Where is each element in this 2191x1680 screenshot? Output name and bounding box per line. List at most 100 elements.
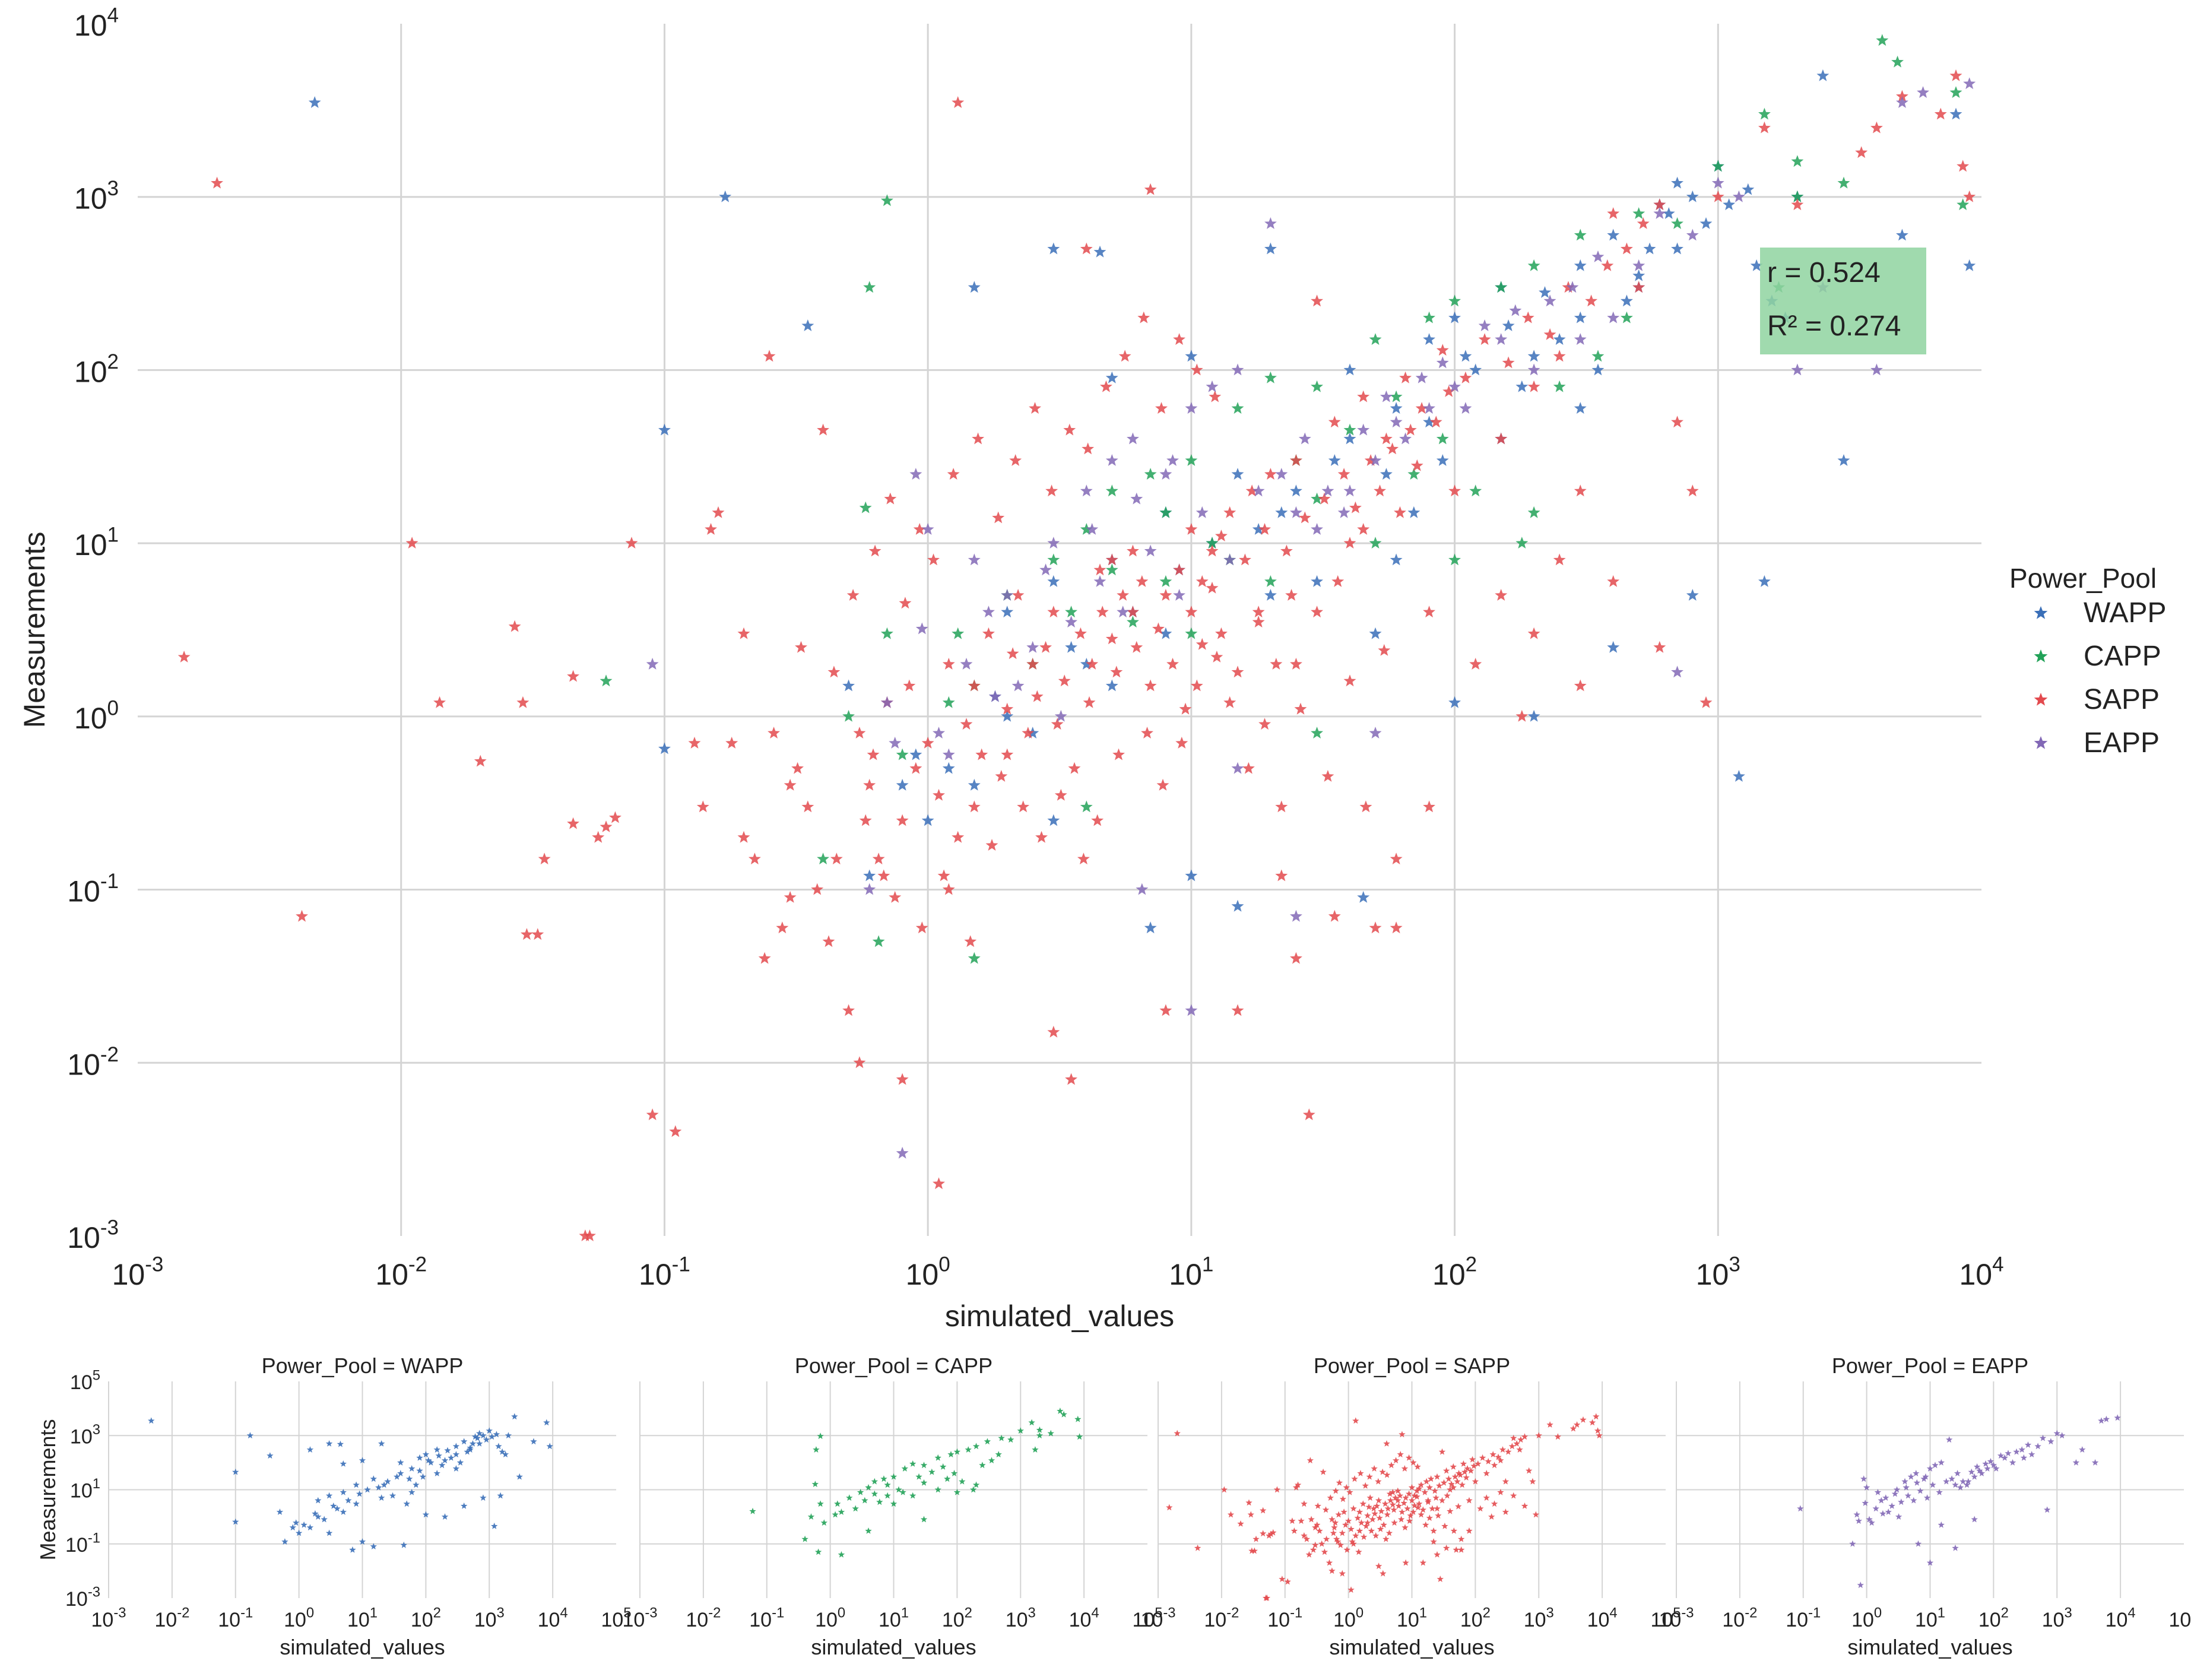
point-sapp	[863, 778, 876, 791]
facet-point	[1497, 1488, 1504, 1495]
point-capp	[1671, 217, 1683, 229]
facet-point	[2024, 1441, 2032, 1448]
point-sapp	[1242, 762, 1255, 774]
point-wapp	[801, 319, 814, 331]
point-capp	[1264, 371, 1277, 383]
point-sapp	[1378, 644, 1391, 656]
facet-x-tick-label: 101	[1915, 1605, 1945, 1631]
point-eapp	[1527, 363, 1540, 376]
facet-point	[857, 1488, 864, 1495]
facet-point	[1332, 1487, 1339, 1494]
facet-point	[1489, 1451, 1496, 1457]
point-wapp	[1159, 627, 1172, 639]
point-wapp	[1733, 770, 1745, 782]
facet-point	[1388, 1462, 1395, 1469]
facet-point	[491, 1522, 498, 1529]
facet-point	[1434, 1551, 1441, 1558]
facet-point	[1350, 1505, 1357, 1512]
facet-point	[497, 1492, 504, 1499]
point-sapp	[1357, 390, 1370, 402]
facet-point	[1932, 1462, 1939, 1469]
facet-point	[439, 1462, 446, 1469]
point-eapp	[1478, 319, 1491, 331]
point-wapp	[1026, 727, 1039, 738]
point-capp	[968, 952, 981, 964]
facet-point	[148, 1417, 155, 1424]
point-capp	[1159, 506, 1172, 518]
facet-point	[1371, 1465, 1378, 1472]
point-eapp	[1185, 1004, 1198, 1016]
facet-point	[871, 1478, 878, 1485]
y-tick-label: 10-2	[67, 1043, 119, 1082]
point-capp	[896, 748, 909, 760]
facet-point	[1401, 1465, 1409, 1472]
facet-point	[1910, 1497, 1917, 1504]
facet-point	[1440, 1479, 1448, 1486]
facet-point	[1248, 1547, 1255, 1554]
facet-point	[1521, 1503, 1529, 1509]
facet-point	[1434, 1505, 1441, 1512]
facet-point	[1057, 1408, 1064, 1414]
y-tick-label: 10-3	[67, 1216, 119, 1255]
point-sapp	[725, 737, 738, 749]
facet-point	[838, 1508, 845, 1515]
point-eapp	[1231, 363, 1244, 376]
facet-point	[1926, 1559, 1934, 1566]
point-capp	[1231, 402, 1244, 414]
point-sapp	[1022, 727, 1035, 738]
facet-point	[1385, 1529, 1393, 1536]
facet-point	[1413, 1493, 1420, 1500]
point-eapp	[1566, 281, 1579, 293]
facet-point	[1472, 1478, 1479, 1485]
facet-point	[1450, 1484, 1457, 1491]
facet-point	[1588, 1419, 1596, 1426]
point-wapp	[842, 679, 855, 692]
facet-point	[474, 1434, 481, 1441]
point-sapp	[933, 788, 945, 801]
facet-point	[353, 1500, 360, 1507]
point-sapp	[1136, 575, 1149, 587]
point-sapp	[211, 176, 223, 189]
point-eapp	[1390, 416, 1403, 428]
facet-point	[1987, 1458, 1995, 1465]
facet-point	[1990, 1462, 1997, 1469]
facet-point	[1294, 1481, 1302, 1488]
point-wapp	[1459, 350, 1472, 362]
point-sapp	[1096, 606, 1109, 618]
point-wapp	[1686, 190, 1699, 202]
point-sapp	[1051, 718, 1064, 730]
facet-point	[1036, 1426, 1044, 1433]
facet-point	[1364, 1519, 1371, 1526]
x-tick-label: 10-1	[639, 1253, 690, 1292]
point-sapp	[1258, 523, 1271, 535]
facet-point	[464, 1448, 471, 1455]
point-sapp	[1065, 1073, 1077, 1085]
facet-point	[448, 1454, 455, 1461]
facet-point	[895, 1486, 902, 1493]
facet-point	[1380, 1570, 1387, 1577]
facet-point	[1447, 1486, 1454, 1493]
point-sapp	[1223, 696, 1236, 708]
point-wapp	[1723, 198, 1736, 210]
point-eapp	[1380, 390, 1393, 402]
facet-point	[1893, 1486, 1901, 1493]
facet-x-tick-label: 102	[942, 1605, 972, 1631]
point-wapp	[1001, 709, 1014, 722]
point-eapp	[1206, 380, 1219, 392]
point-sapp	[1137, 311, 1150, 324]
facet-point	[1407, 1512, 1414, 1519]
point-sapp	[1130, 641, 1143, 653]
facet-point	[801, 1535, 808, 1542]
facet-point	[1432, 1494, 1439, 1501]
facet-point	[1441, 1522, 1448, 1529]
facet-wapp: Power_Pool = WAPP 10-3 10-2 10-1 100 101 102 10…	[36, 1353, 632, 1659]
facet-point	[1457, 1471, 1464, 1478]
facet-point	[1337, 1541, 1344, 1548]
point-eapp	[1653, 207, 1666, 219]
facet-x-tick-label: 105	[2168, 1605, 2191, 1631]
point-capp	[1390, 390, 1403, 402]
facet-point	[469, 1440, 477, 1447]
point-wapp	[1369, 627, 1382, 639]
facet-point	[1347, 1525, 1355, 1532]
point-sapp	[1166, 658, 1179, 670]
